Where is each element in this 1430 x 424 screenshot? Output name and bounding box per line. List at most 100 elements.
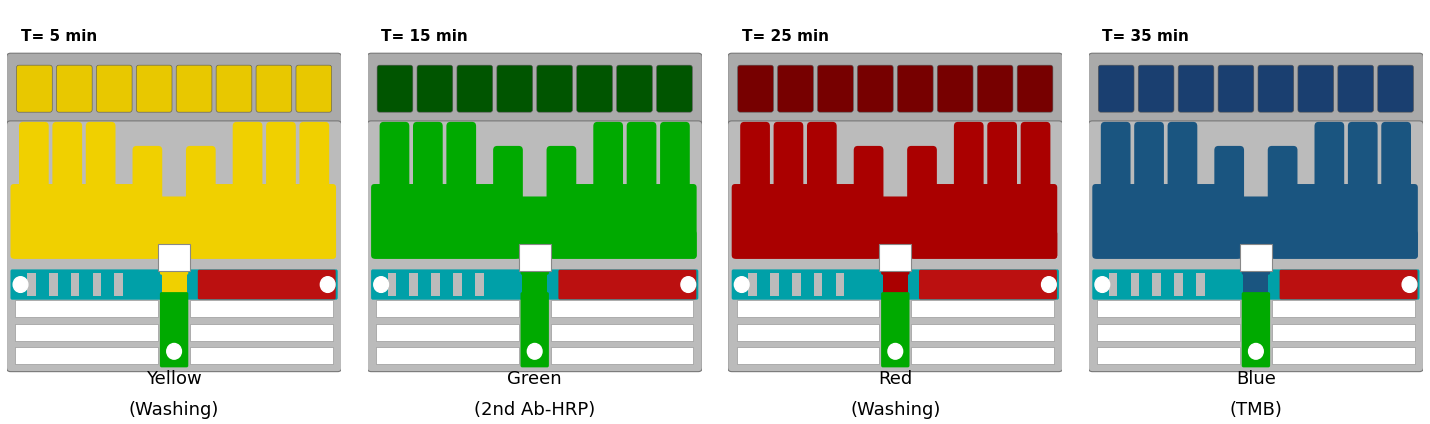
Circle shape [1095,277,1110,293]
Circle shape [373,277,389,293]
Bar [551,300,694,318]
Bar [1271,300,1414,318]
Bar [93,273,102,296]
FancyBboxPatch shape [10,269,337,300]
FancyBboxPatch shape [372,184,519,259]
FancyBboxPatch shape [954,122,984,204]
Bar [388,273,396,296]
FancyBboxPatch shape [977,65,1012,112]
FancyBboxPatch shape [616,65,652,112]
Circle shape [1248,343,1263,359]
Circle shape [167,343,182,359]
Bar [376,324,519,340]
FancyBboxPatch shape [1178,65,1214,112]
FancyBboxPatch shape [197,270,336,299]
FancyBboxPatch shape [576,65,612,112]
FancyBboxPatch shape [1348,122,1377,204]
FancyBboxPatch shape [256,65,292,112]
FancyBboxPatch shape [1241,246,1270,275]
Circle shape [1250,251,1261,264]
FancyBboxPatch shape [133,146,162,247]
FancyBboxPatch shape [881,292,909,367]
Bar [551,347,694,364]
FancyBboxPatch shape [858,65,894,112]
FancyBboxPatch shape [911,184,1057,259]
FancyBboxPatch shape [855,196,935,245]
Bar [1131,273,1140,296]
FancyBboxPatch shape [379,122,409,204]
Bar [190,324,333,340]
FancyBboxPatch shape [593,122,623,204]
FancyBboxPatch shape [1377,65,1413,112]
FancyBboxPatch shape [160,292,189,367]
FancyBboxPatch shape [7,53,342,124]
Circle shape [735,277,749,293]
FancyBboxPatch shape [368,53,702,124]
Circle shape [320,277,335,293]
FancyBboxPatch shape [626,122,656,204]
FancyBboxPatch shape [10,184,159,259]
Bar [453,273,462,296]
Bar [814,273,822,296]
FancyBboxPatch shape [1381,122,1411,204]
Circle shape [889,251,901,264]
FancyBboxPatch shape [661,122,689,204]
Bar [159,245,190,271]
FancyBboxPatch shape [1258,65,1294,112]
FancyBboxPatch shape [56,65,92,112]
FancyBboxPatch shape [495,196,575,245]
FancyBboxPatch shape [1088,53,1423,124]
Bar [835,273,844,296]
FancyBboxPatch shape [732,184,879,259]
Text: T= 35 min: T= 35 min [1103,29,1190,44]
FancyBboxPatch shape [378,65,413,112]
FancyBboxPatch shape [17,65,53,112]
Bar [16,347,159,364]
FancyBboxPatch shape [881,246,909,275]
FancyBboxPatch shape [1021,122,1051,204]
Bar [1174,273,1183,296]
FancyBboxPatch shape [1268,146,1297,247]
Bar [1271,347,1414,364]
FancyBboxPatch shape [1216,196,1296,245]
FancyBboxPatch shape [728,121,1062,371]
Bar [475,273,483,296]
Bar [1097,324,1240,340]
Bar [792,273,801,296]
Circle shape [888,343,902,359]
FancyBboxPatch shape [778,65,814,112]
Bar [190,300,333,318]
FancyBboxPatch shape [134,196,214,245]
FancyBboxPatch shape [1017,65,1052,112]
FancyBboxPatch shape [299,122,329,204]
Text: (Washing): (Washing) [129,401,219,419]
FancyBboxPatch shape [176,65,212,112]
Bar [1195,273,1205,296]
Bar [27,273,36,296]
FancyBboxPatch shape [818,65,854,112]
Text: Blue: Blue [1236,370,1276,388]
FancyBboxPatch shape [136,65,172,112]
FancyBboxPatch shape [160,246,189,275]
FancyBboxPatch shape [1167,122,1197,204]
FancyBboxPatch shape [1298,65,1334,112]
FancyBboxPatch shape [987,122,1017,204]
Bar [1097,347,1240,364]
Text: (2nd Ab-HRP): (2nd Ab-HRP) [475,401,595,419]
FancyBboxPatch shape [19,122,49,204]
FancyBboxPatch shape [1271,184,1417,259]
Bar [409,273,418,296]
Bar [16,324,159,340]
Bar [70,273,80,296]
FancyBboxPatch shape [7,121,342,371]
Circle shape [169,251,180,264]
FancyBboxPatch shape [86,122,116,204]
Bar [376,347,519,364]
FancyBboxPatch shape [458,65,493,112]
FancyBboxPatch shape [919,270,1057,299]
FancyBboxPatch shape [418,65,453,112]
Circle shape [1041,277,1057,293]
FancyBboxPatch shape [413,122,443,204]
Bar [522,271,548,298]
FancyBboxPatch shape [551,184,696,259]
